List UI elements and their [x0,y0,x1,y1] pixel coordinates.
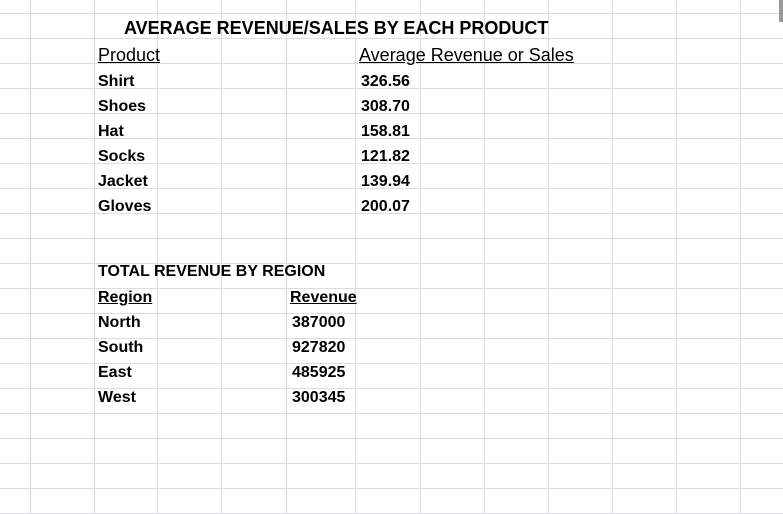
grid-row-line [0,88,783,89]
grid-row-line [0,413,783,414]
region-cell-north[interactable]: North [98,314,141,331]
average-revenue-column-header: Average Revenue or Sales [359,45,574,65]
grid-column-line [420,0,421,514]
grid-row-line [0,238,783,239]
product-column-header: Product [98,45,161,65]
revenue-cell-east[interactable]: 485925 [292,364,346,381]
average-revenue-cell-gloves[interactable]: 200.07 [361,198,410,215]
grid-row-line [0,288,783,289]
region-cell-west[interactable]: West [98,389,136,406]
grid-row-line [0,338,783,339]
grid-row-line [0,113,783,114]
average-revenue-cell-jacket[interactable]: 139.94 [361,173,410,190]
revenue-cell-west[interactable]: 300345 [292,389,346,406]
average-revenue-cell-hat[interactable]: 158.81 [361,123,410,140]
grid-row-line [0,363,783,364]
product-cell-shirt[interactable]: Shirt [98,73,135,90]
product-cell-hat[interactable]: Hat [98,123,124,140]
grid-column-line [355,0,356,514]
scrollbar-edge[interactable] [779,0,783,22]
grid-column-line [548,0,549,514]
grid-row-line [0,63,783,64]
product-cell-jacket[interactable]: Jacket [98,173,148,190]
grid-row-line [0,163,783,164]
grid-row-line [0,38,783,39]
grid-row-line [0,488,783,489]
grid-column-line [94,0,95,514]
product-cell-socks[interactable]: Socks [98,148,146,165]
region-cell-east[interactable]: East [98,364,132,381]
grid-column-line [221,0,222,514]
grid-column-line [740,0,741,514]
revenue-column-header: Revenue [290,289,357,306]
revenue-cell-south[interactable]: 927820 [292,339,346,356]
grid-column-line [676,0,677,514]
grid-row-line [0,188,783,189]
grid-row-line [0,138,783,139]
revenue-cell-north[interactable]: 387000 [292,314,346,331]
grid-column-line [286,0,287,514]
grid-row-line [0,213,783,214]
grid-column-line [30,0,31,514]
grid-row-line [0,438,783,439]
region-cell-south[interactable]: South [98,339,144,356]
product-table-title: AVERAGE REVENUE/SALES BY EACH PRODUCT [124,18,549,38]
grid-column-line [157,0,158,514]
product-cell-gloves[interactable]: Gloves [98,198,152,215]
average-revenue-cell-socks[interactable]: 121.82 [361,148,410,165]
region-column-header: Region [98,289,153,306]
average-revenue-cell-shoes[interactable]: 308.70 [361,98,410,115]
product-cell-shoes[interactable]: Shoes [98,98,147,115]
grid-row-line [0,263,783,264]
grid-row-line [0,463,783,464]
region-table-title: TOTAL REVENUE BY REGION [98,263,326,280]
grid-row-line [0,13,783,14]
grid-column-line [484,0,485,514]
grid-row-line [0,388,783,389]
average-revenue-cell-shirt[interactable]: 326.56 [361,73,410,90]
grid-row-line [0,313,783,314]
grid-column-line [612,0,613,514]
